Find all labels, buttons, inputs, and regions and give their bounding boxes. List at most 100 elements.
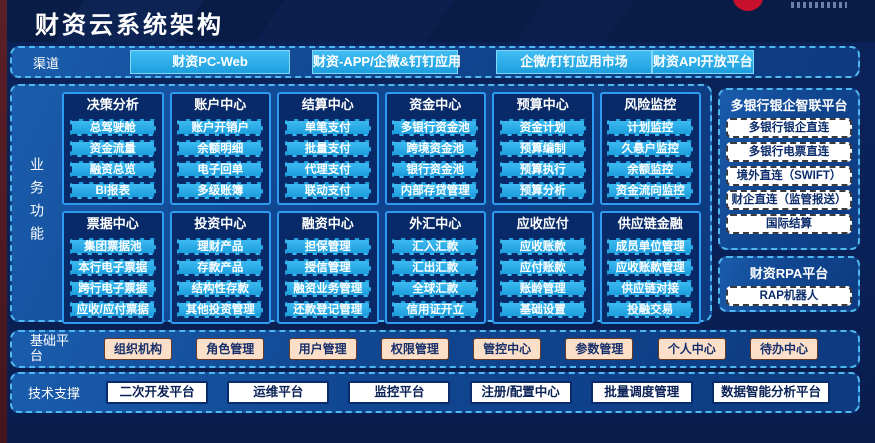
card-item-button[interactable]: 电子回单 (177, 161, 264, 178)
card-item-button[interactable]: 存款产品 (177, 259, 264, 276)
card-item-button[interactable]: 应收账款 (499, 238, 586, 255)
brand-logo-icon (733, 0, 763, 11)
card-item-button[interactable]: 批量支付 (284, 140, 371, 157)
rpa-platform-title: 财资RPA平台 (749, 266, 829, 281)
card-item-button[interactable]: 资金计划 (499, 119, 586, 136)
card-title: 风险监控 (624, 97, 677, 112)
card-item-button[interactable]: 本行电子票据 (69, 259, 156, 276)
biz-card: 票据中心集团票据池本行电子票据 跨行电子票据 应收/应付票据 (62, 211, 164, 324)
tech-support-items: 二次开发平台 运维平台 监控平台 注册/配置中心 批量调度管理 数据智能分析平台 (80, 381, 858, 404)
card-item-button[interactable]: 基础设置 (499, 301, 586, 318)
card-item-button[interactable]: 账户开销户 (177, 119, 264, 136)
card-item-button[interactable]: 单笔支付 (284, 119, 371, 136)
card-item-button[interactable]: 汇入汇款 (392, 238, 479, 255)
card-title: 预算中心 (516, 97, 569, 112)
card-item-button[interactable]: 融资总览 (69, 161, 156, 178)
rpa-platform-panel: 财资RPA平台 RAP机器人 (718, 256, 860, 312)
card-item-button[interactable]: 全球汇款 (392, 280, 479, 297)
card-item-button[interactable]: 信用证开立 (392, 301, 479, 318)
base-platform-item[interactable]: 个人中心 (657, 338, 726, 360)
card-item-button[interactable]: 集团票据池 (69, 238, 156, 255)
card-item-button[interactable]: 理财产品 (177, 238, 264, 255)
card-item-button[interactable]: 融资业务管理 (284, 280, 371, 297)
business-functions-label: 业务功能 (29, 157, 45, 249)
card-item-button[interactable]: 总驾驶舱 (69, 119, 156, 136)
card-item-button[interactable]: 授信管理 (284, 259, 371, 276)
base-platform-item[interactable]: 角色管理 (196, 338, 265, 360)
header-stripe-decoration (495, 0, 649, 42)
channel-button[interactable]: 财资API开放平台 (652, 50, 754, 74)
card-item-button[interactable]: 应付账款 (499, 259, 586, 276)
bank-direct-item[interactable]: 多银行电票直连 (726, 142, 852, 162)
business-cards-grid: 决策分析总驾驶舱资金流量融资总览 BI报表 账户中心账户开销户余额明细电子回单多级账… (62, 86, 710, 324)
card-title: 投资中心 (194, 216, 247, 231)
base-platform-section: 基础平台 组织机构 角色管理 用户管理 权限管理 管控中心 参数管理 个人中心 待办中心 (10, 330, 860, 368)
card-title: 供应链金融 (617, 216, 683, 231)
rpa-robot-item[interactable]: RAP机器人 (726, 286, 852, 306)
card-item-button[interactable]: 联动支付 (284, 182, 371, 199)
channel-button[interactable]: 企微/钉钉应用市场 (496, 50, 652, 74)
page-header: 财资云系统架构 (7, 0, 875, 42)
tech-support-item[interactable]: 运维平台 (227, 381, 330, 404)
card-item-button[interactable]: BI报表 (69, 182, 156, 199)
biz-card: 结算中心 单笔支付 批量支付 代理支付 联动支付 (277, 92, 379, 205)
base-platform-item[interactable]: 待办中心 (749, 338, 818, 360)
card-item-button[interactable]: 还款登记管理 (284, 301, 371, 318)
biz-card: 外汇中心汇入汇款汇出汇款全球汇款信用证开立 (384, 211, 486, 324)
card-item-button[interactable]: 应收账款管理 (607, 259, 694, 276)
biz-card: 融资中心 担保管理 授信管理 融资业务管理 还款登记管理 (277, 211, 379, 324)
card-item-button[interactable]: 其他投资管理 (177, 301, 264, 318)
tech-support-label: 技术支撑 (28, 386, 81, 401)
card-item-button[interactable]: 担保管理 (284, 238, 371, 255)
card-item-button[interactable]: 计划监控 (607, 119, 694, 136)
business-functions-section: 业务功能 决策分析总驾驶舱资金流量融资总览 BI报表 账户中心账户开销户余额明细电子… (10, 84, 712, 324)
card-title: 账户中心 (194, 97, 247, 112)
card-item-button[interactable]: 资金流量 (69, 140, 156, 157)
card-item-button[interactable]: 久悬户监控 (607, 140, 694, 157)
card-item-button[interactable]: 跨行电子票据 (69, 280, 156, 297)
multi-bank-platform-panel: 多银行银企智联平台 多银行银企直连 多银行电票直连 境外直连（SWIFT） 财企直连（… (718, 88, 860, 250)
card-item-button[interactable]: 结构性存款 (177, 280, 264, 297)
base-platform-item[interactable]: 权限管理 (380, 338, 449, 360)
card-item-button[interactable]: 余额明细 (177, 140, 264, 157)
card-title: 资金中心 (409, 97, 462, 112)
base-platform-label-text: 基础平台 (30, 333, 70, 363)
bank-direct-item[interactable]: 境外直连（SWIFT） (726, 166, 852, 186)
channel-button[interactable]: 财资PC-Web (130, 50, 290, 74)
biz-card: 应收应付 应收账款 应付账款 账龄管理 基础设置 (492, 211, 594, 324)
bank-direct-item[interactable]: 财企直连（监管报送） (726, 190, 852, 210)
card-item-button[interactable]: 预算执行 (499, 161, 586, 178)
tech-support-item[interactable]: 注册/配置中心 (469, 381, 572, 404)
tech-support-item[interactable]: 批量调度管理 (590, 381, 693, 404)
card-item-button[interactable]: 银行资金池 (392, 161, 479, 178)
card-item-button[interactable]: 汇出汇款 (392, 259, 479, 276)
card-item-button[interactable]: 多级账簿 (177, 182, 264, 199)
card-item-button[interactable]: 预算分析 (499, 182, 586, 199)
card-item-button[interactable]: 代理支付 (284, 161, 371, 178)
card-item-button[interactable]: 预算编制 (499, 140, 586, 157)
card-title: 票据中心 (86, 216, 139, 231)
base-platform-item[interactable]: 用户管理 (288, 338, 357, 360)
tech-support-item[interactable]: 二次开发平台 (106, 381, 209, 404)
card-item-button[interactable]: 多银行资金池 (392, 119, 479, 136)
tech-support-item[interactable]: 监控平台 (348, 381, 451, 404)
card-item-button[interactable]: 应收/应付票据 (69, 301, 156, 318)
channel-button[interactable]: 财资-APP/企微&钉钉应用 (312, 50, 461, 74)
base-platform-item[interactable]: 参数管理 (565, 338, 634, 360)
card-item-button[interactable]: 账龄管理 (499, 280, 586, 297)
base-platform-item[interactable]: 组织机构 (104, 338, 173, 360)
bank-direct-item[interactable]: 国际结算 (726, 214, 852, 234)
tech-support-item[interactable]: 数据智能分析平台 (711, 381, 830, 404)
card-item-button[interactable]: 供应链对接 (607, 280, 694, 297)
card-item-button[interactable]: 跨境资金池 (392, 140, 479, 157)
bank-direct-item[interactable]: 多银行银企直连 (726, 118, 852, 138)
card-item-button[interactable]: 成员单位管理 (607, 238, 694, 255)
card-item-button[interactable]: 内部存贷管理 (392, 182, 479, 199)
base-platform-item[interactable]: 管控中心 (473, 338, 542, 360)
card-title: 外汇中心 (409, 216, 462, 231)
card-title: 决策分析 (86, 97, 139, 112)
card-item-button[interactable]: 投融交易 (607, 301, 694, 318)
card-item-button[interactable]: 资金流向监控 (607, 182, 694, 199)
card-item-button[interactable]: 余额监控 (607, 161, 694, 178)
